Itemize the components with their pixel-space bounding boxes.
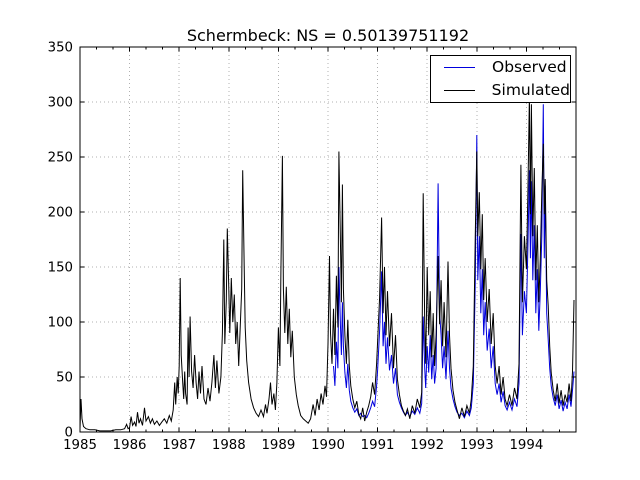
y-tick-label-150: 150 xyxy=(48,261,73,276)
observed-line-icon xyxy=(444,67,475,69)
x-tick-label-1991: 1991 xyxy=(361,438,395,453)
x-tick-label-1992: 1992 xyxy=(410,438,444,453)
y-tick-label-100: 100 xyxy=(48,316,73,331)
x-tick-label-1985: 1985 xyxy=(63,438,97,453)
observed-line xyxy=(333,104,575,419)
x-tick-label-1988: 1988 xyxy=(212,438,246,453)
x-tick-label-1986: 1986 xyxy=(113,438,147,453)
simulated-line-icon xyxy=(444,89,475,91)
chart-title: Schermbeck: NS = 0.50139751192 xyxy=(186,26,470,45)
y-tick-label-350: 350 xyxy=(48,41,73,56)
x-tick-label-1994: 1994 xyxy=(509,438,543,453)
legend-label-simulated: Simulated xyxy=(491,80,570,99)
x-tick-label-1993: 1993 xyxy=(460,438,494,453)
legend-label-observed: Observed xyxy=(492,57,567,76)
legend-item-observed: Observed xyxy=(431,57,570,79)
x-tick-label-1990: 1990 xyxy=(311,438,345,453)
y-tick-label-300: 300 xyxy=(48,96,73,111)
legend-item-simulated: Simulated xyxy=(431,79,570,101)
x-tick-label-1989: 1989 xyxy=(261,438,295,453)
y-tick-label-200: 200 xyxy=(48,206,73,221)
legend: Observed Simulated xyxy=(430,55,571,103)
y-tick-label-0: 0 xyxy=(65,426,73,441)
y-tick-label-250: 250 xyxy=(48,151,73,166)
simulated-line xyxy=(79,96,575,432)
x-tick-label-1987: 1987 xyxy=(162,438,196,453)
y-tick-label-50: 50 xyxy=(56,371,73,386)
